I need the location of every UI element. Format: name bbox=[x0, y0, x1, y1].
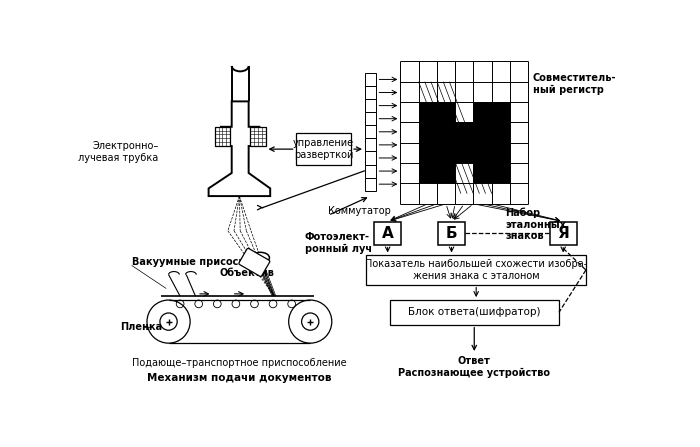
Text: Подающе–транспортное приспособление: Подающе–транспортное приспособление bbox=[132, 358, 346, 368]
Bar bbox=[473, 163, 491, 183]
Bar bbox=[250, 127, 265, 146]
Bar bbox=[365, 112, 377, 125]
Bar bbox=[437, 163, 455, 183]
Bar bbox=[491, 102, 510, 122]
Bar bbox=[491, 122, 510, 143]
Text: Набор
эталонных
знаков: Набор эталонных знаков bbox=[505, 208, 566, 241]
Bar bbox=[550, 222, 577, 245]
Text: Я: Я bbox=[557, 226, 569, 240]
Bar bbox=[455, 122, 473, 143]
Ellipse shape bbox=[251, 252, 270, 263]
Bar bbox=[491, 143, 510, 163]
Bar bbox=[437, 122, 455, 143]
Text: Механизм подачи документов: Механизм подачи документов bbox=[147, 373, 332, 383]
Bar bbox=[365, 138, 377, 152]
Text: Коммутатор: Коммутатор bbox=[328, 206, 391, 216]
Bar bbox=[419, 143, 437, 163]
Text: Показатель наибольшей схожести изобра-
жения знака с эталоном: Показатель наибольшей схожести изобра- ж… bbox=[365, 259, 587, 281]
Bar bbox=[365, 86, 377, 99]
Bar bbox=[473, 122, 491, 143]
Bar bbox=[365, 73, 377, 86]
Bar bbox=[374, 222, 401, 245]
Bar bbox=[295, 133, 351, 165]
Bar bbox=[389, 300, 559, 325]
Text: Блок ответа(шифратор): Блок ответа(шифратор) bbox=[408, 308, 540, 317]
Text: Б: Б bbox=[446, 226, 457, 240]
Bar bbox=[215, 127, 230, 146]
Text: Вакуумные присоски: Вакуумные присоски bbox=[132, 257, 252, 266]
Bar bbox=[365, 177, 377, 191]
Bar bbox=[365, 152, 377, 164]
Bar bbox=[473, 143, 491, 163]
Bar bbox=[437, 102, 455, 122]
Bar bbox=[419, 163, 437, 183]
Bar bbox=[455, 143, 473, 163]
Bar bbox=[365, 99, 377, 112]
Text: Объектив: Объектив bbox=[220, 268, 274, 278]
Text: Электронно–
лучевая трубка: Электронно– лучевая трубка bbox=[78, 141, 158, 163]
Text: А: А bbox=[382, 226, 393, 240]
Bar bbox=[365, 164, 377, 177]
Bar bbox=[419, 122, 437, 143]
Bar bbox=[419, 102, 437, 122]
Polygon shape bbox=[209, 101, 270, 196]
Bar bbox=[491, 163, 510, 183]
Text: управление
разверткой: управление разверткой bbox=[293, 138, 354, 160]
Bar bbox=[473, 102, 491, 122]
Text: Ответ
Распознающее устройство: Ответ Распознающее устройство bbox=[398, 356, 550, 378]
Bar bbox=[437, 143, 455, 163]
Text: Фотоэлект-
ронный луч: Фотоэлект- ронный луч bbox=[305, 232, 372, 254]
Text: Совместитель-
ный регистр: Совместитель- ный регистр bbox=[533, 73, 616, 95]
Bar bbox=[365, 125, 377, 138]
Bar bbox=[438, 222, 465, 245]
Text: Пленка: Пленка bbox=[120, 322, 162, 332]
FancyBboxPatch shape bbox=[239, 249, 270, 276]
Bar bbox=[367, 255, 586, 285]
